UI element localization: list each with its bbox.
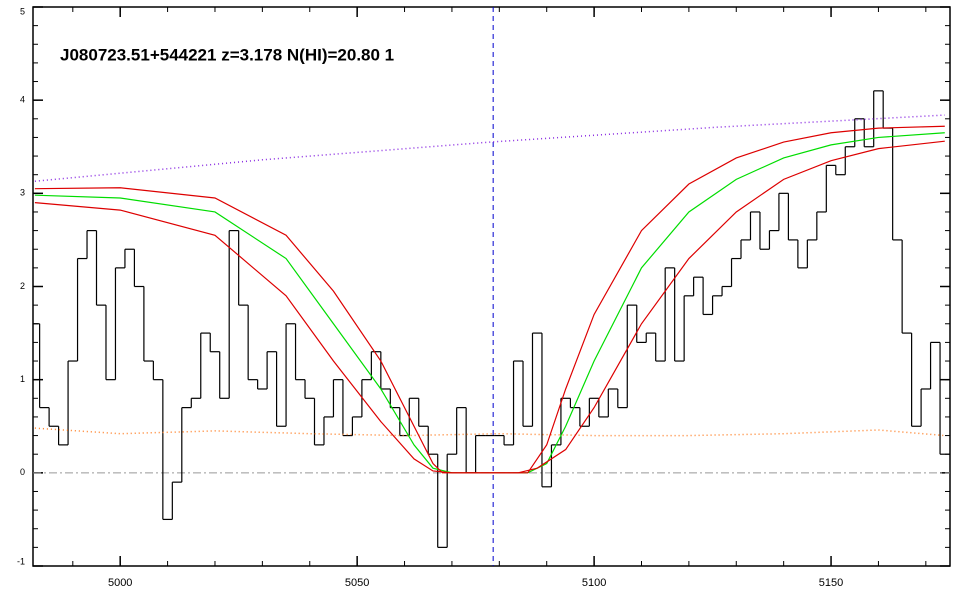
dotted-curve [34,114,945,182]
x-tick-label: 5000 [108,577,132,589]
chart-title: J080723.51+544221 z=3.178 N(HI)=20.80 1 [60,45,394,64]
y-tick-label: 5 [20,6,25,16]
fit-curve [34,140,945,474]
fit-curve [34,132,945,474]
plot-frame [32,6,951,567]
x-tick-label: 5100 [582,577,606,589]
y-tick-label: 3 [20,188,25,198]
x-tick-label: 5050 [345,577,369,589]
fit-curve [34,125,945,474]
y-tick-label: 0 [20,467,25,477]
dotted-curve [34,427,945,437]
y-tick-label: 2 [20,281,25,291]
y-tick-label: -1 [17,556,25,566]
y-tick-label: 1 [20,374,25,384]
y-tick-label: 4 [20,95,25,105]
x-tick-label: 5150 [819,577,843,589]
